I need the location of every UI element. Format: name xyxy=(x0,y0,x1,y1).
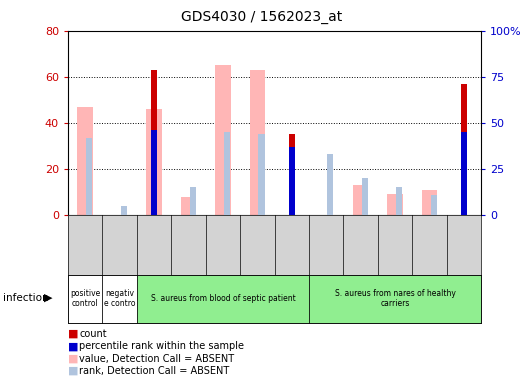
Bar xyxy=(146,109,162,215)
Text: ■: ■ xyxy=(68,366,78,376)
Text: value, Detection Call = ABSENT: value, Detection Call = ABSENT xyxy=(79,354,235,364)
Bar xyxy=(189,187,196,215)
Bar xyxy=(224,132,230,215)
Bar xyxy=(289,147,295,215)
Bar xyxy=(327,154,334,215)
Text: positive
control: positive control xyxy=(70,289,100,308)
Bar xyxy=(215,65,231,215)
Bar xyxy=(249,70,265,215)
Bar xyxy=(353,185,368,215)
Bar xyxy=(68,275,103,323)
Text: percentile rank within the sample: percentile rank within the sample xyxy=(79,341,244,351)
Bar xyxy=(121,206,127,215)
Bar xyxy=(103,275,137,323)
Bar xyxy=(151,70,157,215)
Text: S. aureus from blood of septic patient: S. aureus from blood of septic patient xyxy=(151,294,295,303)
Text: rank, Detection Call = ABSENT: rank, Detection Call = ABSENT xyxy=(79,366,230,376)
Text: ▶: ▶ xyxy=(44,293,52,303)
Text: ■: ■ xyxy=(68,341,78,351)
Text: infection: infection xyxy=(3,293,48,303)
Bar xyxy=(461,132,467,215)
Bar xyxy=(309,275,481,323)
Text: ■: ■ xyxy=(68,354,78,364)
Bar xyxy=(430,195,437,215)
Text: S. aureus from nares of healthy
carriers: S. aureus from nares of healthy carriers xyxy=(335,289,456,308)
Bar xyxy=(461,84,467,215)
Bar xyxy=(422,190,437,215)
Bar xyxy=(362,178,368,215)
Bar xyxy=(388,194,403,215)
Bar xyxy=(77,107,93,215)
Text: ■: ■ xyxy=(68,329,78,339)
Bar xyxy=(181,197,196,215)
Bar xyxy=(396,187,402,215)
Bar xyxy=(258,134,265,215)
Text: count: count xyxy=(79,329,107,339)
Bar xyxy=(151,130,157,215)
Bar xyxy=(86,137,93,215)
Text: negativ
e contro: negativ e contro xyxy=(104,289,135,308)
Bar xyxy=(137,275,309,323)
Text: GDS4030 / 1562023_at: GDS4030 / 1562023_at xyxy=(181,10,342,23)
Bar xyxy=(289,134,295,215)
